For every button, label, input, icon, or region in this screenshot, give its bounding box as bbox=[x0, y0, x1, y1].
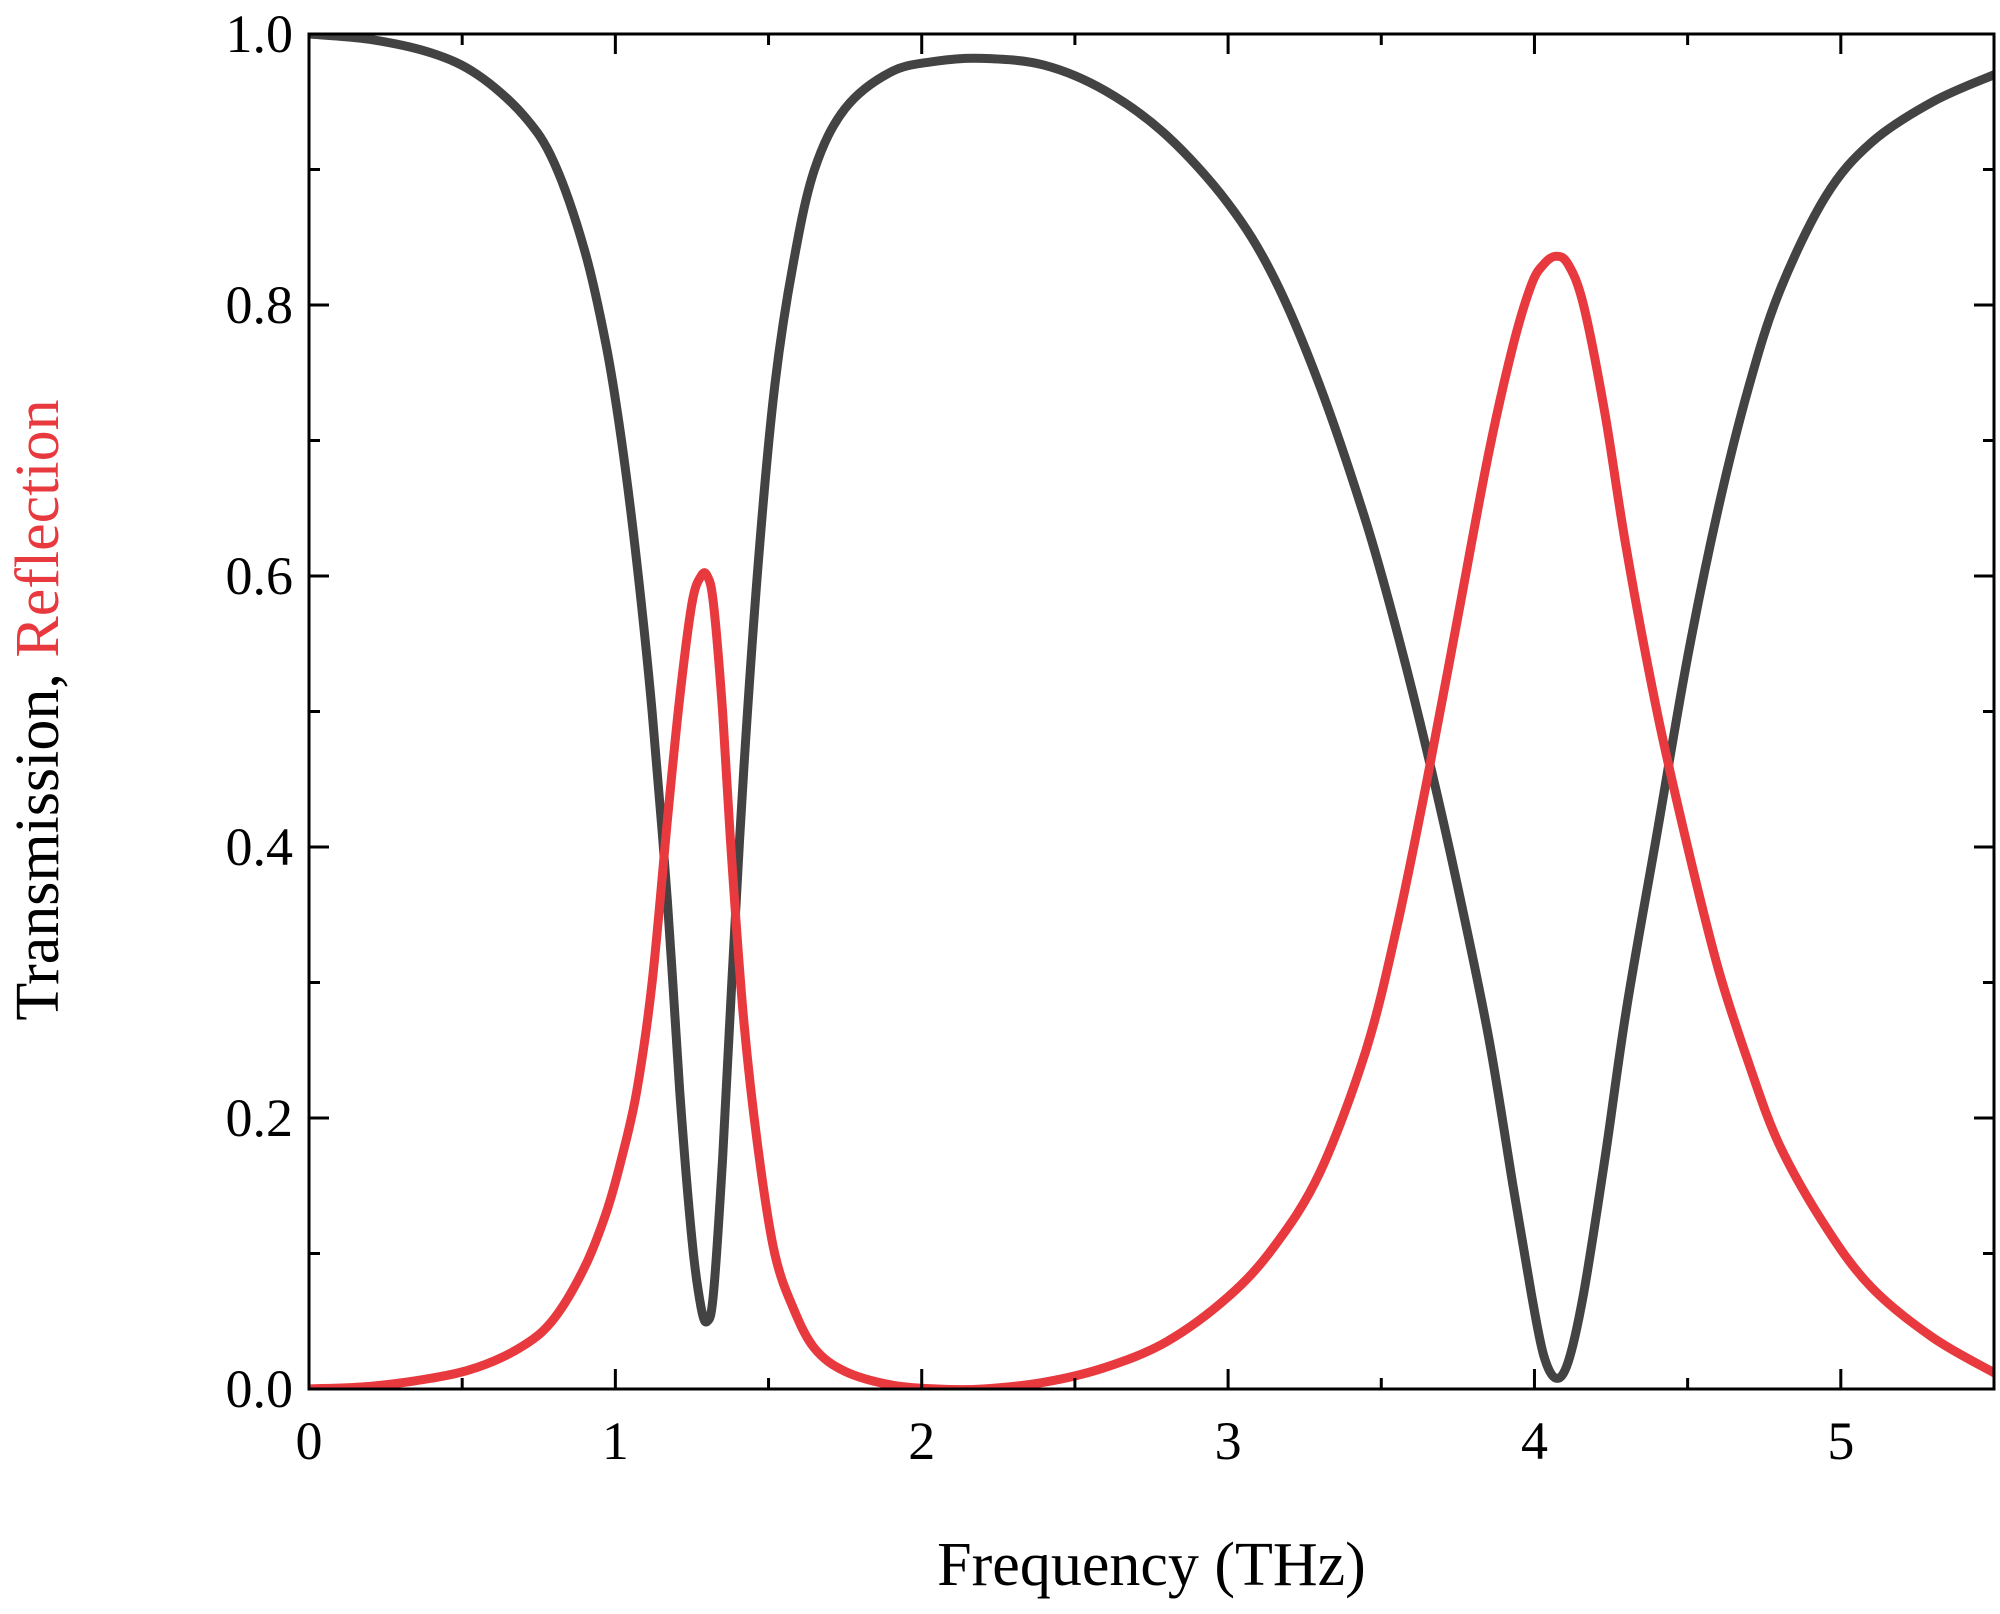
y-axis-label-part: Reflection bbox=[4, 399, 72, 657]
ticks-layer: 0 1 2 3 4 5 0.0 0.2 0.4 0.6 0.8 1.0 bbox=[226, 4, 1994, 1471]
x-tick-label: 1 bbox=[602, 1411, 629, 1471]
y-tick-label: 1.0 bbox=[226, 4, 294, 64]
series-layer bbox=[309, 34, 1994, 1389]
x-tick-label: 0 bbox=[296, 1411, 323, 1471]
x-tick-label: 3 bbox=[1215, 1411, 1242, 1471]
y-tick-label: 0.4 bbox=[226, 817, 294, 877]
series-line-black bbox=[309, 34, 1994, 1383]
y-tick-label: 0.0 bbox=[226, 1359, 294, 1419]
axes-layer bbox=[307, 32, 1996, 1391]
x-tick-label: 4 bbox=[1521, 1411, 1548, 1471]
series-line-red bbox=[309, 251, 1994, 1389]
y-tick-label: 0.6 bbox=[226, 546, 294, 606]
x-tick-label: 5 bbox=[1827, 1411, 1854, 1471]
y-axis-label: Transmission, Reflection bbox=[4, 399, 72, 1020]
x-axis-label: Frequency (THz) bbox=[937, 1531, 1366, 1599]
plot-frame bbox=[307, 32, 1996, 1391]
y-tick-label: 0.8 bbox=[226, 275, 294, 335]
x-tick-label: 2 bbox=[908, 1411, 935, 1471]
y-tick-label: 0.2 bbox=[226, 1088, 294, 1148]
y-axis-label-part: Transmission, bbox=[4, 658, 72, 1021]
